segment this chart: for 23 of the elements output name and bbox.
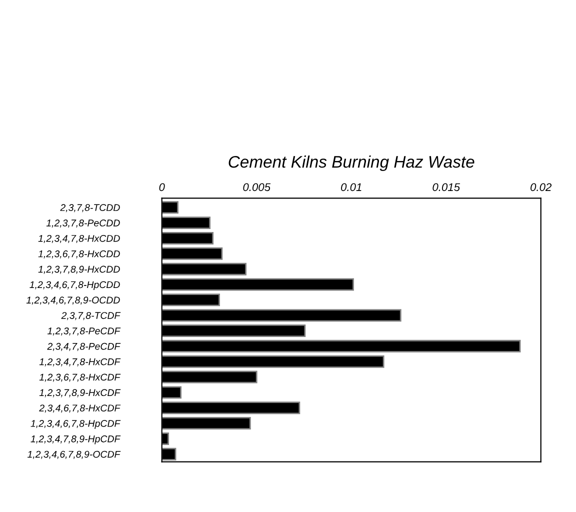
y-tick-label: 1,2,3,6,7,8-HxCDD — [38, 250, 120, 258]
x-tick-label: 0 — [159, 183, 165, 192]
y-tick-label: 2,3,7,8-TCDF — [61, 312, 121, 320]
chart-title: Cement Kilns Burning Haz Waste — [228, 156, 474, 172]
y-tick-label: 2,3,7,8-TCDD — [60, 204, 120, 212]
y-tick-label: 1,2,3,4,7,8-HxCDF — [39, 358, 121, 366]
y-tick-label: 1,2,3,4,6,7,8-HpCDD — [30, 281, 120, 290]
y-tick-label: 1,2,3,7,8-PeCDF — [47, 327, 121, 336]
y-tick-label: 1,2,3,7,8,9-HxCDD — [38, 266, 120, 274]
y-tick-label: 1,2,3,7,8-PeCDD — [46, 220, 120, 228]
y-tick-label: 1,2,3,7,8,9-HxCDF — [39, 389, 121, 398]
y-tick-label: 2,3,4,7,8-PeCDF — [47, 342, 121, 351]
x-tick-label: 0.015 — [432, 183, 460, 192]
y-tick-label: 1,2,3,4,6,7,8-HpCDF — [30, 420, 121, 429]
y-tick-label: 1,2,3,4,7,8-HxCDD — [38, 234, 120, 244]
y-tick-label: 1,2,3,6,7,8-HxCDF — [39, 374, 121, 382]
y-tick-label: 1,2,3,4,6,7,8,9-OCDD — [26, 296, 120, 305]
y-tick-label: 1,2,3,4,6,7,8,9-OCDF — [28, 450, 121, 459]
x-tick-label: 0.005 — [243, 183, 271, 192]
x-tick-label: 0.02 — [530, 183, 552, 192]
x-tick-label: 0.01 — [341, 183, 362, 192]
y-tick-label: 2,3,4,6,7,8-HxCDF — [39, 404, 121, 413]
y-tick-label: 1,2,3,4,7,8,9-HpCDF — [30, 435, 121, 444]
